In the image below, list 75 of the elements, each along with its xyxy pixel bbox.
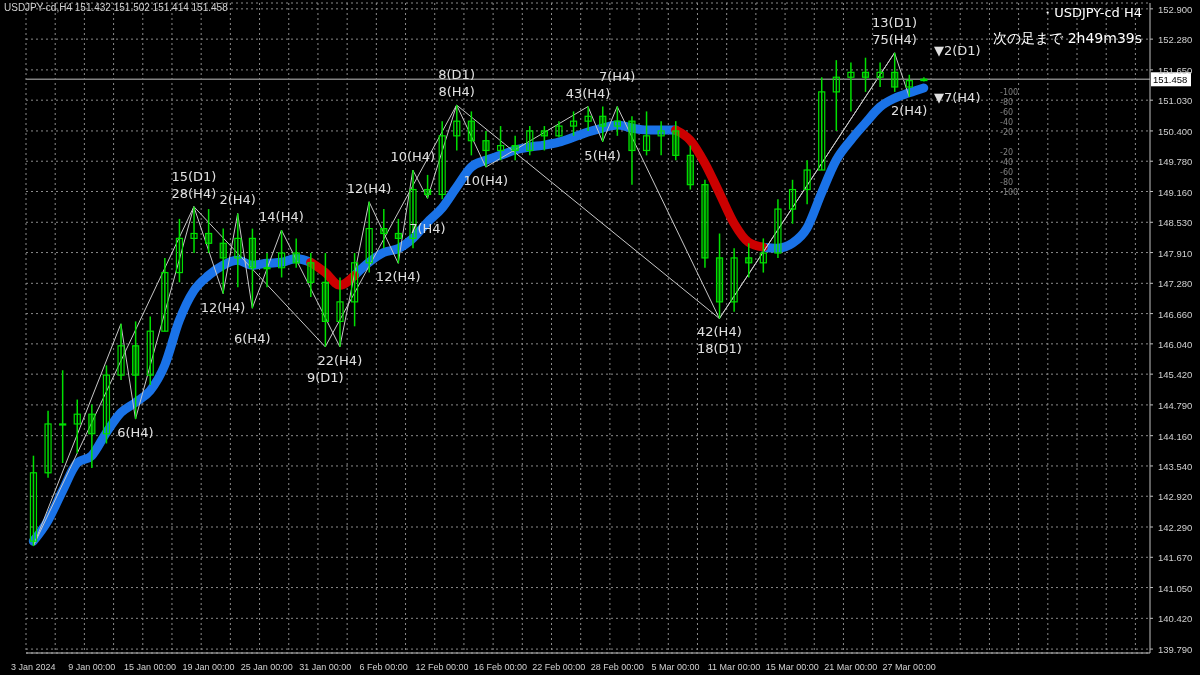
annotation: 12(H4) — [346, 180, 392, 196]
x-tick-label: 21 Mar 00:00 — [824, 662, 878, 672]
annotation: -60 — [1000, 108, 1014, 117]
x-tick-label: 11 Mar 00:00 — [707, 662, 761, 672]
annotation: 10(H4) — [390, 149, 436, 165]
ref-line-label: 151.458 — [1153, 74, 1188, 86]
y-tick-label: 146.040 — [1158, 338, 1193, 350]
annotation: 2(H4) — [219, 192, 256, 208]
annotation: -100 — [1000, 188, 1019, 197]
annotation: -40 — [1000, 158, 1014, 167]
y-tick-label: 149.160 — [1158, 186, 1193, 198]
x-tick-label: 5 Mar 00:00 — [651, 662, 700, 672]
x-tick-label: 31 Jan 00:00 — [299, 662, 352, 672]
annotation: 8(D1) — [438, 67, 475, 83]
y-tick-label: 141.050 — [1158, 582, 1193, 594]
y-tick-label: 140.420 — [1158, 613, 1193, 625]
annotation: -20 — [1000, 148, 1014, 157]
y-tick-label: 144.790 — [1158, 399, 1193, 411]
annotation: 28(H4) — [171, 185, 217, 201]
y-tick-label: 151.030 — [1158, 95, 1193, 107]
y-tick-label: 149.780 — [1158, 156, 1193, 168]
annotation: -80 — [1000, 178, 1014, 187]
annotation: -80 — [1000, 98, 1014, 107]
annotation: 13(D1) — [872, 14, 918, 30]
x-tick-label: 19 Jan 00:00 — [182, 662, 235, 672]
x-tick-label: 12 Feb 00:00 — [415, 662, 469, 672]
x-tick-label: 27 Mar 00:00 — [882, 662, 936, 672]
x-tick-label: 16 Feb 00:00 — [473, 662, 527, 672]
annotation: 43(H4) — [565, 85, 611, 101]
chart-title: USDJPY-cd,H4 151.432 151.502 151.414 151.458 — [4, 2, 228, 13]
y-tick-label: 148.530 — [1158, 217, 1193, 229]
annotation: 6(H4) — [234, 331, 271, 347]
y-tick-label: 146.660 — [1158, 308, 1193, 320]
annotation: 次の足まで 2h49m39s — [993, 30, 1142, 48]
x-tick-label: 15 Mar 00:00 — [765, 662, 819, 672]
x-tick-label: 3 Jan 2024 — [11, 662, 56, 672]
annotation: 2(H4) — [890, 102, 928, 118]
x-tick-label: 15 Jan 00:00 — [124, 662, 177, 672]
annotation: -60 — [1000, 168, 1014, 177]
annotation: 75(H4) — [872, 31, 917, 47]
y-tick-label: 143.540 — [1158, 460, 1193, 472]
y-tick-label: 150.400 — [1158, 125, 1193, 137]
annotation: 12(H4) — [375, 269, 421, 285]
x-tick-label: 6 Feb 00:00 — [359, 662, 408, 672]
annotation: 18(D1) — [696, 341, 742, 357]
annotation: ▼2(D1) — [934, 43, 981, 58]
y-tick-label: 152.900 — [1158, 3, 1193, 15]
y-tick-label: 142.290 — [1158, 522, 1193, 533]
annotation: 15(D1) — [171, 168, 217, 184]
y-tick-label: 147.910 — [1158, 247, 1193, 259]
y-tick-label: 144.160 — [1158, 430, 1193, 442]
annotation: 9(D1) — [306, 369, 344, 385]
annotation: 42(H4) — [697, 324, 742, 340]
annotation: 14(H4) — [259, 209, 304, 225]
annotation: -40 — [1000, 118, 1014, 127]
annotation: 5(H4) — [584, 147, 621, 163]
y-tick-label: 139.790 — [1158, 644, 1193, 656]
annotation: 22(H4) — [317, 352, 363, 368]
annotation: 12(H4) — [200, 299, 246, 315]
x-tick-label: 9 Jan 00:00 — [68, 662, 116, 672]
x-tick-label: 22 Feb 00:00 — [532, 662, 586, 672]
x-tick-label: 25 Jan 00:00 — [240, 662, 293, 672]
annotation: ・USDJPY-cd H4 — [1041, 4, 1142, 22]
annotation: 10(H4) — [463, 173, 509, 189]
annotation: 6(H4) — [117, 425, 154, 441]
y-tick-label: 141.670 — [1158, 552, 1193, 564]
annotation: ▼7(H4) — [934, 90, 981, 105]
annotation: -20 — [1000, 128, 1014, 137]
y-tick-label: 147.280 — [1158, 278, 1193, 290]
annotation: -100 — [1000, 88, 1019, 97]
y-tick-label: 145.420 — [1158, 369, 1193, 381]
y-tick-label: 152.280 — [1158, 34, 1193, 46]
y-tick-label: 142.920 — [1158, 491, 1193, 503]
x-tick-label: 28 Feb 00:00 — [590, 662, 644, 672]
annotation: 8(H4) — [438, 84, 475, 100]
